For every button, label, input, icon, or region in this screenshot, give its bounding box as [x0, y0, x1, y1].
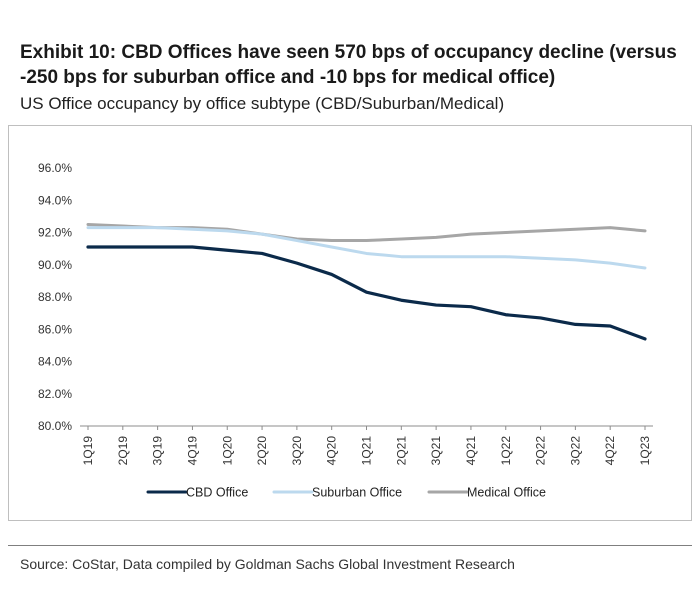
x-tick-label: 1Q22 [499, 436, 513, 466]
y-tick-label: 88.0% [38, 290, 72, 304]
x-tick-label: 1Q23 [638, 436, 652, 466]
x-tick-label: 2Q21 [394, 436, 408, 466]
y-tick-label: 90.0% [38, 258, 72, 272]
x-tick-label: 1Q19 [81, 436, 95, 466]
x-tick-label: 3Q21 [429, 436, 443, 466]
source-note: Source: CoStar, Data compiled by Goldman… [20, 556, 515, 572]
x-tick-label: 2Q20 [255, 436, 269, 466]
chart-frame [8, 125, 692, 521]
line-chart: 80.0% 82.0% 84.0% 86.0% 88.0% 90.0% 92.0% 94.0%… [38, 161, 653, 500]
y-tick-label: 94.0% [38, 193, 72, 207]
x-tick-label: 1Q21 [360, 436, 374, 466]
series-layer [86, 222, 647, 341]
legend-label-medical-office: Medical Office [467, 486, 546, 500]
series-line-cbd-office [86, 245, 647, 341]
y-tick-label: 80.0% [38, 419, 72, 433]
footer-divider [8, 545, 692, 546]
x-tick-label: 1Q20 [220, 436, 234, 466]
y-tick-label: 84.0% [38, 355, 72, 369]
x-axis: 1Q19 2Q19 3Q19 4Q19 1Q20 2Q20 3Q20 4Q20 1Q21 2Q21… [80, 425, 653, 466]
chart-title: Exhibit 10: CBD Offices have seen 570 bp… [20, 42, 677, 88]
y-tick-label: 82.0% [38, 387, 72, 401]
legend-label-suburban-office: Suburban Office [312, 486, 402, 500]
series-line-suburban-office [86, 226, 647, 270]
chart-subtitle: US Office occupancy by office subtype (C… [20, 94, 505, 113]
y-axis: 80.0% 82.0% 84.0% 86.0% 88.0% 90.0% 92.0% 94.0%… [38, 161, 72, 433]
x-tick-label: 4Q22 [603, 436, 617, 466]
x-tick-label: 4Q20 [325, 436, 339, 466]
legend-label-cbd-office: CBD Office [186, 486, 248, 500]
y-tick-label: 92.0% [38, 226, 72, 240]
legend: CBD Office Suburban Office Medical Office [146, 486, 546, 500]
x-tick-label: 4Q21 [464, 436, 478, 466]
x-tick-label: 3Q22 [568, 436, 582, 466]
x-tick-label: 3Q19 [151, 436, 165, 466]
x-tick-label: 2Q19 [116, 436, 130, 466]
x-tick-label: 4Q19 [185, 436, 199, 466]
x-tick-label: 2Q22 [534, 436, 548, 466]
x-tick-label: 3Q20 [290, 436, 304, 466]
y-tick-label: 86.0% [38, 322, 72, 336]
y-tick-label: 96.0% [38, 161, 72, 175]
